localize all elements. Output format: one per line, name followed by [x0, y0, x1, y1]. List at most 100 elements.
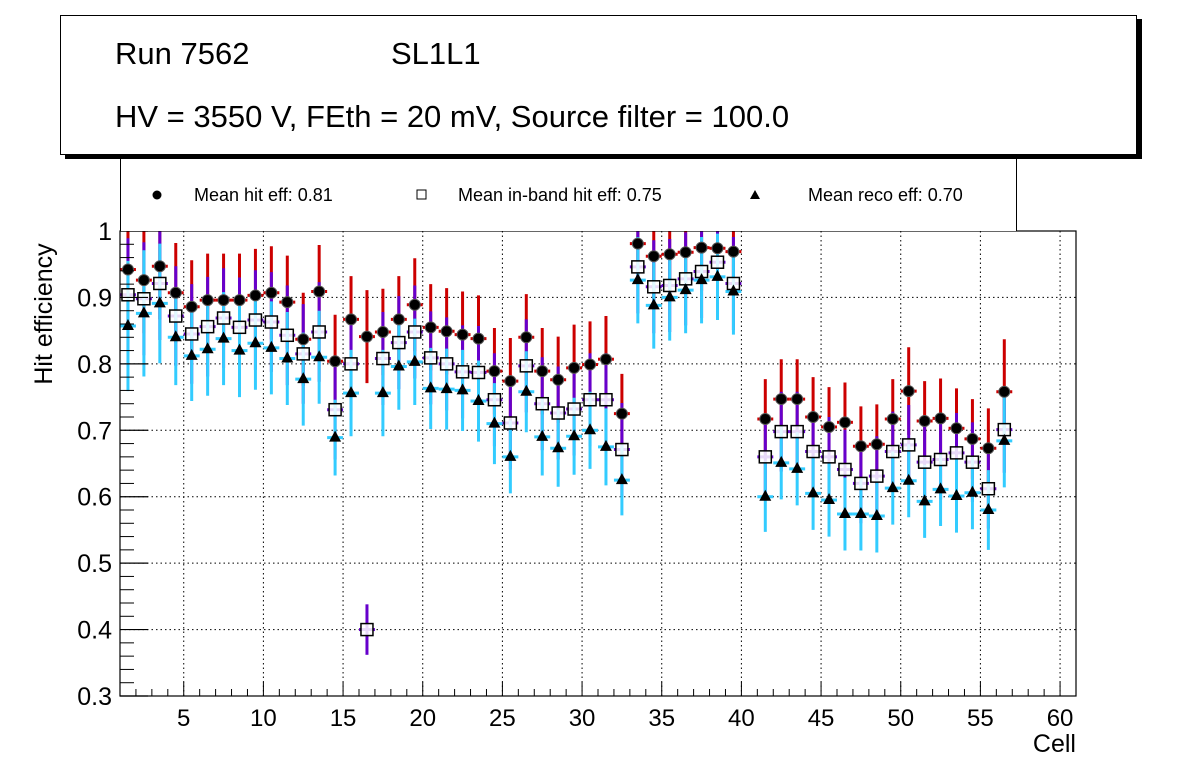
x-axis-ticks: 5 10 15 20 25 30 35 40 45 50 55 60 [119, 682, 1077, 732]
reco-eff-point [233, 343, 246, 355]
inband-eff-point [599, 392, 613, 407]
y-tick-label: 0.6 [77, 484, 112, 512]
reco-eff-point [759, 489, 772, 501]
reco-eff-point [488, 416, 501, 428]
reco-eff-point [631, 273, 644, 285]
hit-eff-point [902, 385, 915, 398]
reco-eff-point [823, 493, 836, 505]
inband-eff-point [408, 325, 422, 339]
reco-eff-point [998, 433, 1011, 445]
y-tick-label: 0.4 [77, 617, 112, 645]
inband-eff-point [949, 446, 964, 460]
reco-eff-point [807, 486, 820, 498]
reco-eff-point [281, 351, 294, 363]
hit-eff-point [121, 263, 134, 276]
hit-eff-point [615, 407, 628, 420]
hit-eff-point [679, 246, 692, 259]
y-axis-ticks: 0.3 0.4 0.5 0.6 0.7 0.8 0.9 1 [77, 218, 148, 711]
hit-eff-point [249, 289, 262, 302]
inband-eff-point [822, 450, 836, 464]
hit-eff-point [838, 416, 851, 429]
inband-eff-point [503, 416, 518, 430]
y-tick-label: 0.7 [77, 417, 112, 445]
hit-eff-point [568, 361, 581, 374]
hit-eff-point [807, 411, 820, 423]
hit-eff-point [631, 237, 644, 250]
reco-eff-point [568, 429, 581, 441]
inband-eff-point [344, 357, 358, 371]
reco-eff-point [153, 296, 166, 308]
hit-eff-point [647, 250, 660, 263]
reco-eff-point [265, 340, 278, 352]
hit-eff-point [854, 440, 867, 453]
hit-eff-point [297, 333, 310, 346]
reco-eff-point [185, 348, 198, 360]
reco-eff-point [727, 284, 740, 296]
reco-eff-point [392, 359, 405, 371]
hit-eff-point [233, 294, 246, 307]
y-tick-label: 0.3 [77, 683, 112, 711]
inband-eff-point [901, 438, 916, 452]
inband-eff-point [551, 406, 565, 420]
inband-eff-point [153, 276, 167, 291]
legend: Mean hit eff: 0.81 Mean in-band hit eff:… [120, 150, 1017, 231]
reco-eff-point [791, 461, 804, 473]
reco-eff-point [918, 494, 931, 506]
inband-eff-point [423, 351, 438, 365]
hit-eff-point [472, 332, 485, 345]
hit-eff-point [185, 300, 198, 313]
reco-eff-point [137, 306, 150, 318]
reco-eff-point [854, 506, 867, 518]
reco-eff-point [870, 508, 883, 520]
inband-eff-point [519, 359, 534, 373]
hit-eff-point [886, 412, 899, 425]
inband-eff-point [169, 309, 183, 323]
inband-eff-point [376, 351, 390, 366]
y-axis-label: Hit efficiency [30, 243, 58, 385]
hit-eff-point [918, 414, 931, 427]
x-tick-label: 5 [177, 705, 190, 732]
inband-eff-point [806, 444, 820, 459]
reco-eff-point [902, 473, 915, 485]
hit-eff-point [599, 353, 612, 366]
x-tick-label: 20 [409, 705, 436, 732]
inband-eff-point [264, 315, 279, 329]
inband-eff-point [567, 402, 581, 416]
hit-eff-point [329, 355, 342, 368]
hit-eff-point [998, 385, 1011, 398]
hit-eff-point [217, 294, 230, 307]
x-tick-label: 35 [648, 705, 675, 732]
hit-eff-point [727, 245, 740, 258]
hit-eff-point [345, 313, 358, 326]
inband-eff-point [184, 327, 199, 341]
x-tick-label: 40 [728, 705, 755, 732]
reco-eff-point [329, 430, 342, 442]
y-tick-label: 0.5 [77, 550, 112, 578]
x-tick-label: 10 [250, 705, 277, 732]
inband-eff-point [615, 442, 629, 457]
legend-reco-eff: Mean reco eff: 0.70 [808, 185, 963, 205]
hit-eff-point [488, 365, 501, 378]
run-conditions: HV = 3550 V, FEth = 20 mV, Source filter… [115, 99, 790, 134]
hit-eff-point [695, 241, 708, 254]
x-tick-label: 60 [1047, 705, 1074, 732]
reco-eff-point [950, 489, 963, 501]
hit-eff-point [360, 330, 373, 343]
inband-eff-point [280, 328, 295, 343]
reco-eff-point [966, 485, 979, 497]
reco-eff-point [663, 290, 676, 302]
reco-eff-point [536, 429, 549, 441]
hit-eff-point [823, 420, 836, 433]
hit-eff-point [950, 422, 963, 435]
legend-square-icon [416, 189, 427, 200]
reco-eff-point [456, 383, 469, 395]
inband-eff-point [248, 313, 263, 327]
reco-eff-point [408, 354, 421, 366]
reco-eff-point [934, 482, 947, 494]
legend-triangle-icon [750, 190, 760, 199]
reco-eff-point [249, 336, 262, 348]
hit-eff-point [169, 286, 182, 299]
x-tick-label: 30 [569, 705, 596, 732]
reco-eff-point [472, 394, 485, 406]
data-markers [121, 237, 1012, 637]
